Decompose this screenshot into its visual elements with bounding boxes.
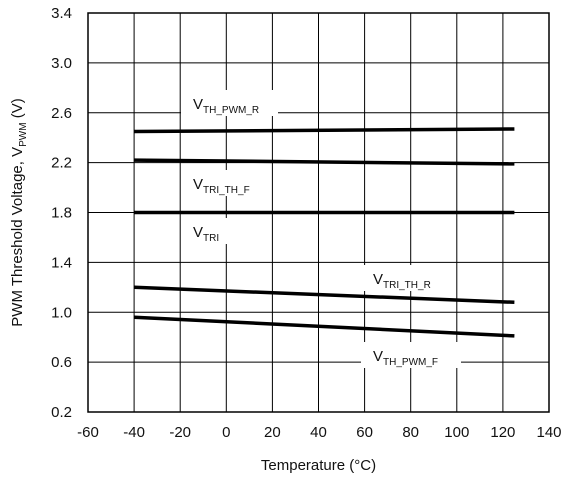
y-axis-title: PWM Threshold Voltage, VPWM (V) xyxy=(9,98,29,326)
series-line-4 xyxy=(134,285,515,305)
series-labels: VTH_PWM_R VTRI_TH_F VTRI VTRI_TH_R VTH_PWM_F xyxy=(181,90,461,368)
series-label-background xyxy=(361,265,453,291)
series-label-5: VTH_PWM_F xyxy=(373,348,438,368)
y-tick-label: 2.6 xyxy=(51,105,72,122)
x-axis-title: Temperature (°C) xyxy=(261,457,376,474)
series-label-1: VTH_PWM_R xyxy=(193,96,259,116)
x-tick-label: -40 xyxy=(123,424,145,441)
y-axis-title-suffix: (V) xyxy=(9,98,26,122)
y-tick-label: 1.4 xyxy=(51,254,72,271)
x-tick-label: -60 xyxy=(77,424,99,441)
series-label-4: VTRI_TH_R xyxy=(373,271,431,291)
y-tick-label: 1.0 xyxy=(51,304,72,321)
y-tick-label: 2.2 xyxy=(51,155,72,172)
x-tick-label: 20 xyxy=(264,424,281,441)
series-line-1 xyxy=(134,127,515,134)
x-tick-label: 120 xyxy=(490,424,515,441)
y-tick-label: 0.6 xyxy=(51,354,72,371)
tick-labels: -60 -40 -20 0 20 40 60 80 100 120 140 0.2 0.6 1.0 1.4 1… xyxy=(51,5,561,441)
x-tick-label: 40 xyxy=(310,424,327,441)
y-tick-label: 3.4 xyxy=(51,5,72,22)
x-tick-label: 140 xyxy=(536,424,561,441)
x-tick-label: -20 xyxy=(169,424,191,441)
x-tick-label: 100 xyxy=(444,424,469,441)
y-tick-label: 1.8 xyxy=(51,205,72,222)
y-tick-label: 0.2 xyxy=(51,404,72,421)
plot-frame xyxy=(87,12,550,413)
series-line-5 xyxy=(134,315,515,338)
series-line-2 xyxy=(134,158,515,166)
y-axis-title-main: PWM Threshold Voltage, V xyxy=(9,147,26,327)
y-axis-title-sub: PWM xyxy=(18,122,29,146)
series-label-background xyxy=(181,170,270,196)
series-label-background xyxy=(361,342,461,368)
series-label-3: VTRI xyxy=(193,224,219,244)
series-label-2: VTRI_TH_F xyxy=(193,176,250,196)
x-tick-label: 0 xyxy=(222,424,230,441)
series-label-background xyxy=(181,90,278,116)
series-lines xyxy=(134,127,515,338)
x-tick-label: 60 xyxy=(356,424,373,441)
x-tick-label: 80 xyxy=(402,424,419,441)
series-label-background xyxy=(181,218,229,244)
y-tick-label: 3.0 xyxy=(51,55,72,72)
